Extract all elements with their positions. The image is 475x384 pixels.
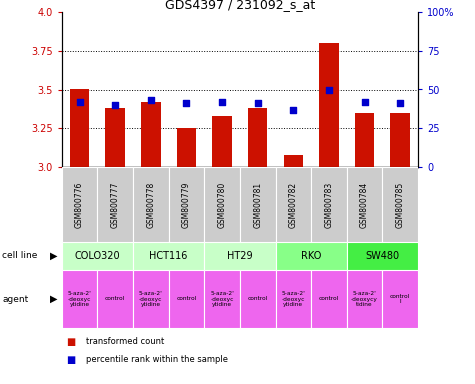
Bar (62, 167, 97, 242)
Text: GSM800785: GSM800785 (396, 181, 405, 228)
Text: control: control (176, 296, 197, 301)
Text: 5-aza-2'
-deoxyc
ytidine: 5-aza-2' -deoxyc ytidine (67, 291, 92, 307)
Bar (62, 242, 133, 270)
Bar (133, 270, 169, 328)
Bar (347, 270, 382, 328)
Bar (355, 113, 374, 167)
Bar (62, 270, 97, 328)
Text: 5-aza-2'
-deoxyc
ytidine: 5-aza-2' -deoxyc ytidine (210, 291, 234, 307)
Bar (212, 116, 232, 167)
Bar (169, 270, 204, 328)
Bar (169, 167, 204, 242)
Bar (311, 270, 347, 328)
Text: GSM800782: GSM800782 (289, 181, 298, 228)
Bar (240, 270, 276, 328)
Bar (97, 270, 133, 328)
Bar (105, 108, 125, 167)
Bar (276, 270, 311, 328)
Bar (240, 167, 276, 242)
Text: control
l: control l (390, 294, 410, 305)
Point (76, 99, 84, 105)
Point (289, 107, 297, 113)
Bar (347, 167, 382, 242)
Text: SW480: SW480 (365, 251, 399, 261)
Bar (319, 43, 339, 167)
Text: GSM800784: GSM800784 (360, 181, 369, 228)
Bar (177, 128, 196, 167)
Text: control: control (247, 296, 268, 301)
Text: GSM800783: GSM800783 (324, 181, 333, 228)
Bar (204, 270, 240, 328)
Text: control: control (105, 296, 125, 301)
Text: GSM800780: GSM800780 (218, 181, 227, 228)
Bar (276, 242, 347, 270)
Text: ▶: ▶ (50, 251, 57, 261)
Text: 5-aza-2'
-deoxycy
tidine: 5-aza-2' -deoxycy tidine (351, 291, 378, 307)
Bar (141, 102, 161, 167)
Text: COLO320: COLO320 (75, 251, 120, 261)
Bar (311, 167, 347, 242)
Text: HT29: HT29 (227, 251, 253, 261)
Text: 5-aza-2'
-deoxyc
ytidine: 5-aza-2' -deoxyc ytidine (139, 291, 163, 307)
Bar (382, 270, 418, 328)
Bar (276, 167, 311, 242)
Title: GDS4397 / 231092_s_at: GDS4397 / 231092_s_at (165, 0, 315, 11)
Bar (204, 242, 276, 270)
Text: GSM800781: GSM800781 (253, 181, 262, 228)
Text: control: control (319, 296, 339, 301)
Bar (97, 167, 133, 242)
Point (325, 86, 332, 93)
Bar (70, 89, 89, 167)
Text: transformed count: transformed count (86, 338, 164, 346)
Point (218, 99, 226, 105)
Point (147, 97, 155, 103)
Text: RKO: RKO (301, 251, 321, 261)
Point (254, 100, 261, 106)
Text: GSM800777: GSM800777 (111, 181, 120, 228)
Point (111, 102, 119, 108)
Bar (390, 113, 410, 167)
Text: GSM800776: GSM800776 (75, 181, 84, 228)
Point (361, 99, 369, 105)
Point (396, 100, 404, 106)
Bar (248, 108, 267, 167)
Text: ■: ■ (66, 355, 76, 365)
Text: ■: ■ (66, 337, 76, 347)
Bar (133, 167, 169, 242)
Text: HCT116: HCT116 (150, 251, 188, 261)
Bar (204, 167, 240, 242)
Text: cell line: cell line (2, 252, 38, 260)
Text: GSM800779: GSM800779 (182, 181, 191, 228)
Point (182, 100, 190, 106)
Text: percentile rank within the sample: percentile rank within the sample (86, 356, 228, 364)
Bar (133, 242, 204, 270)
Bar (382, 167, 418, 242)
Bar (284, 155, 303, 167)
Text: 5-aza-2'
-deoxyc
ytidine: 5-aza-2' -deoxyc ytidine (281, 291, 305, 307)
Text: agent: agent (2, 295, 28, 303)
Text: ▶: ▶ (50, 294, 57, 304)
Text: GSM800778: GSM800778 (146, 181, 155, 228)
Bar (347, 242, 418, 270)
